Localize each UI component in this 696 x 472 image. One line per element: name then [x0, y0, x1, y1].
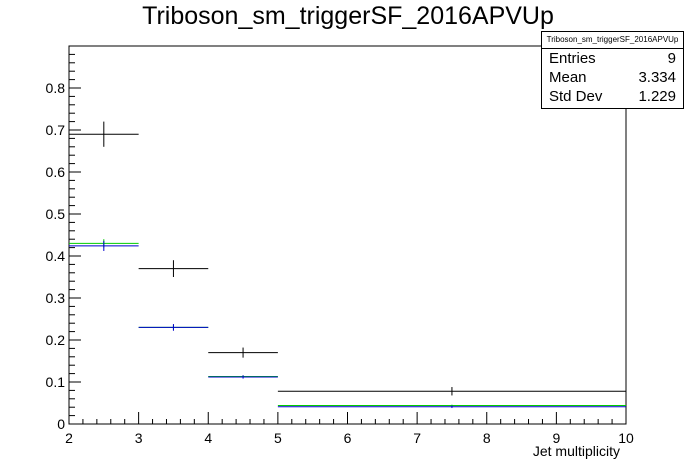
y-tick-label: 0.8: [46, 80, 66, 96]
stats-row-mean: Mean 3.334: [542, 68, 683, 87]
x-tick-label: 7: [413, 430, 421, 446]
y-tick-label: 0.7: [46, 122, 66, 138]
y-tick-label: 0.6: [46, 164, 66, 180]
x-tick-label: 4: [204, 430, 212, 446]
x-tick-label: 5: [274, 430, 282, 446]
y-tick-label: 0.4: [46, 248, 66, 264]
y-tick-label: 0.5: [46, 206, 66, 222]
x-tick-label: 10: [618, 430, 634, 446]
stats-label: Mean: [549, 69, 587, 86]
stats-value: 1.229: [638, 88, 676, 105]
stats-value: 9: [667, 50, 676, 67]
stats-label: Entries: [549, 50, 596, 67]
y-tick-label: 0.3: [46, 290, 66, 306]
stats-row-stddev: Std Dev 1.229: [542, 87, 683, 106]
x-tick-label: 3: [135, 430, 143, 446]
stats-value: 3.334: [638, 69, 676, 86]
stats-label: Std Dev: [549, 88, 603, 105]
y-tick-label: 0.2: [46, 332, 66, 348]
x-tick-label: 6: [344, 430, 352, 446]
y-tick-label: 0.1: [46, 374, 66, 390]
stats-box-name: Triboson_sm_triggerSF_2016APVUp: [542, 32, 683, 49]
stats-row-entries: Entries 9: [542, 49, 683, 68]
x-tick-label: 8: [483, 430, 491, 446]
x-axis-label: Jet multiplicity: [533, 443, 620, 459]
y-tick-label: 0: [57, 416, 65, 432]
x-tick-label: 2: [65, 430, 73, 446]
stats-box: Triboson_sm_triggerSF_2016APVUp Entries …: [541, 31, 684, 109]
chart-title: Triboson_sm_triggerSF_2016APVUp: [142, 2, 554, 30]
x-tick-label: 9: [552, 430, 560, 446]
